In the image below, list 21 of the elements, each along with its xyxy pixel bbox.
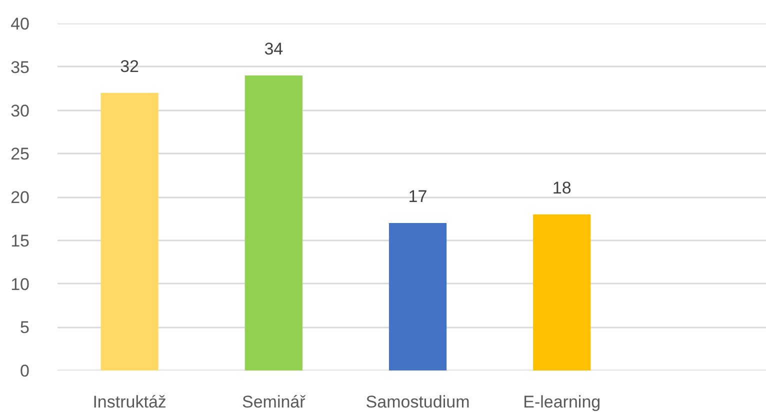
bar (533, 214, 591, 370)
y-tick-label: 15 (10, 231, 30, 250)
x-tick-label: Instruktáž (92, 392, 166, 412)
y-tick-label: 30 (10, 101, 30, 120)
y-tick-label: 5 (20, 318, 30, 338)
y-tick-label: 20 (10, 188, 30, 207)
data-label: 32 (120, 56, 140, 76)
y-tick-label: 25 (10, 144, 30, 164)
x-tick-label: Seminář (242, 392, 306, 412)
y-tick-label: 35 (10, 58, 30, 77)
data-label: 18 (552, 178, 572, 198)
bar (388, 223, 447, 370)
x-tick-label: E-learning (523, 392, 601, 412)
bar (244, 76, 302, 370)
y-tick-label: 40 (10, 14, 30, 34)
data-label: 17 (408, 187, 428, 206)
y-tick-label: 0 (20, 362, 30, 380)
bar (100, 92, 158, 370)
x-tick-label: Samostudium (366, 392, 470, 412)
y-tick-label: 10 (10, 274, 30, 294)
data-label: 34 (264, 40, 284, 59)
